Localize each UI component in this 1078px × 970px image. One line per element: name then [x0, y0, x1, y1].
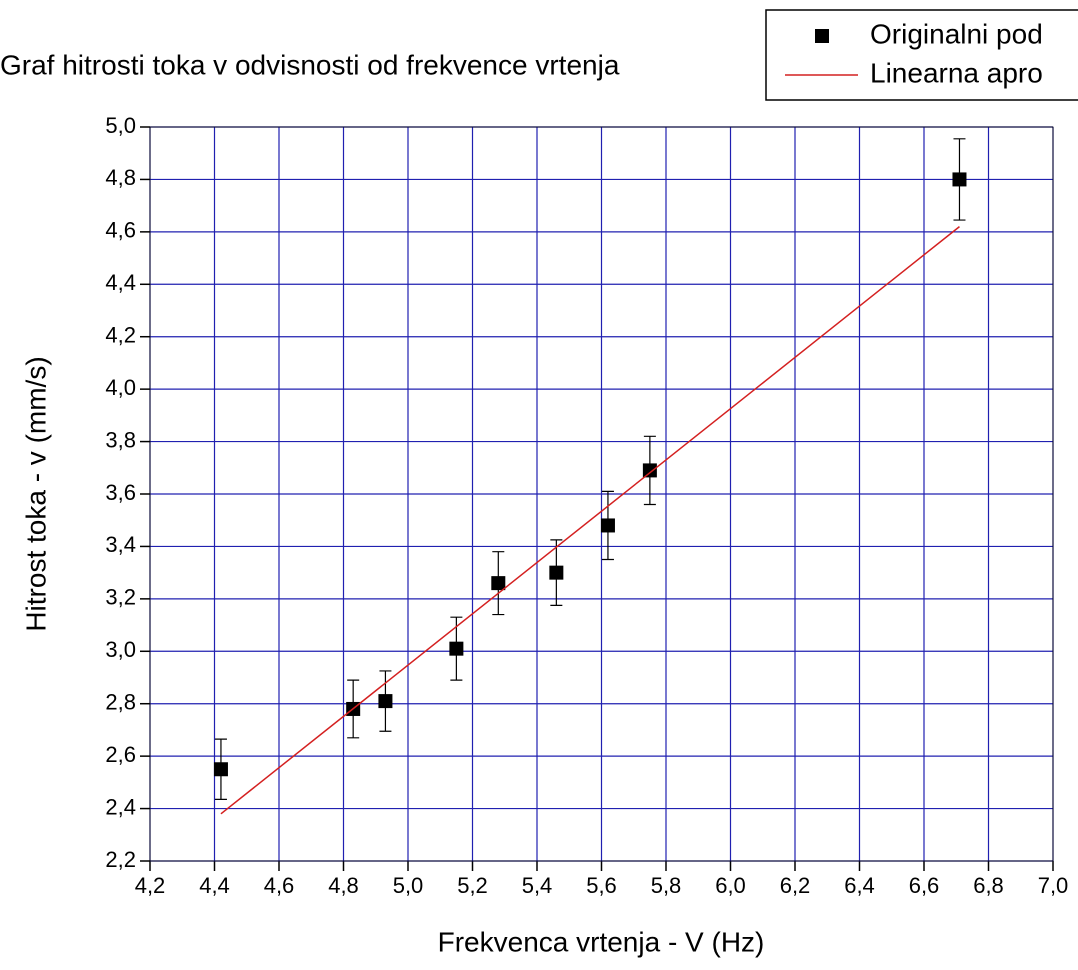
- data-point: [600, 518, 615, 533]
- x-tick-label: 7,0: [1038, 873, 1069, 898]
- y-tick-label: 3,4: [105, 532, 136, 557]
- data-point: [952, 172, 967, 187]
- x-tick-label: 4,2: [135, 873, 166, 898]
- y-tick-label: 4,2: [105, 323, 136, 348]
- data-point: [491, 576, 506, 591]
- x-tick-label: 5,6: [586, 873, 617, 898]
- x-tick-label: 5,0: [393, 873, 424, 898]
- y-tick-label: 4,0: [105, 375, 136, 400]
- data-point: [642, 463, 657, 478]
- data-point: [449, 641, 464, 656]
- x-tick-label: 6,8: [973, 873, 1004, 898]
- y-tick-label: 4,4: [105, 270, 136, 295]
- y-axis-label: Hitrost toka - v (mm/s): [20, 356, 51, 631]
- fit-line: [220, 226, 960, 815]
- x-tick-label: 6,2: [780, 873, 811, 898]
- x-tick-label: 6,4: [844, 873, 875, 898]
- x-tick-label: 4,8: [328, 873, 359, 898]
- x-tick-label: 6,6: [909, 873, 940, 898]
- y-tick-label: 5,0: [105, 113, 136, 138]
- legend-box: [765, 9, 1078, 101]
- legend-label: Linearna apro: [870, 57, 1043, 88]
- legend-label: Originalni pod: [870, 18, 1043, 49]
- y-tick-label: 2,6: [105, 742, 136, 767]
- y-tick-label: 2,8: [105, 690, 136, 715]
- y-tick-label: 2,4: [105, 794, 136, 819]
- legend-marker: [815, 29, 829, 43]
- x-tick-label: 4,6: [264, 873, 295, 898]
- x-axis-label: Frekvenca vrtenja - V (Hz): [438, 926, 765, 957]
- chart-title: Graf hitrosti toka v odvisnosti od frekv…: [0, 49, 620, 80]
- data-point: [549, 565, 564, 580]
- y-tick-label: 4,6: [105, 218, 136, 243]
- x-tick-label: 5,2: [457, 873, 488, 898]
- data-point: [378, 694, 393, 709]
- y-tick-label: 3,6: [105, 480, 136, 505]
- data-point: [213, 762, 228, 777]
- y-tick-label: 2,2: [105, 847, 136, 872]
- x-tick-label: 5,8: [651, 873, 682, 898]
- x-tick-label: 6,0: [715, 873, 746, 898]
- y-tick-label: 3,2: [105, 585, 136, 610]
- y-tick-label: 3,8: [105, 427, 136, 452]
- plot-frame: [149, 126, 1054, 862]
- y-tick-label: 3,0: [105, 637, 136, 662]
- x-tick-label: 4,4: [199, 873, 230, 898]
- y-tick-label: 4,8: [105, 165, 136, 190]
- x-tick-label: 5,4: [522, 873, 553, 898]
